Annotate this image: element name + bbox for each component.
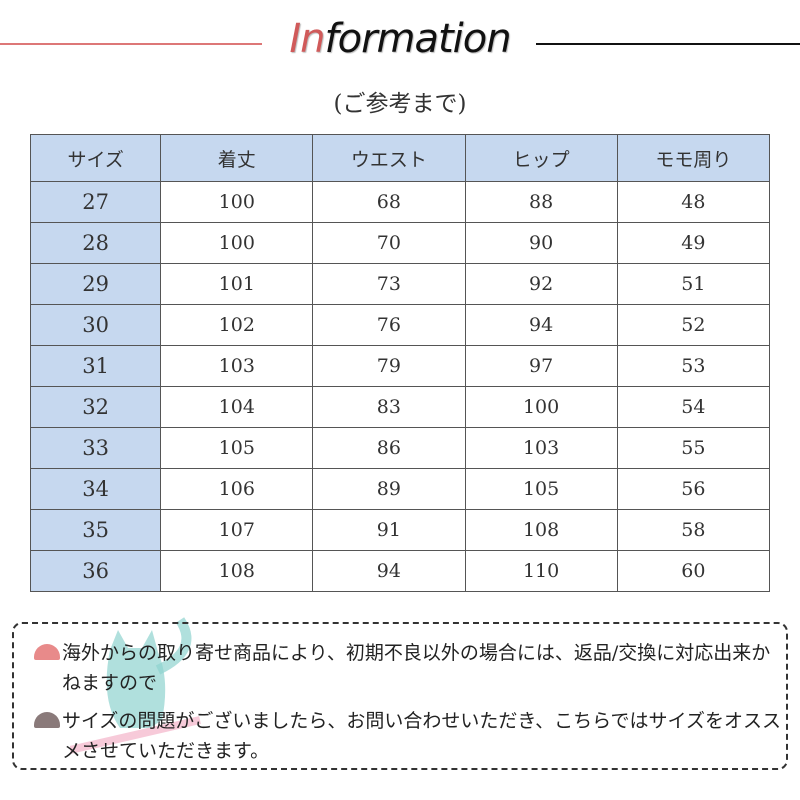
table-cell: 58 xyxy=(616,509,771,551)
table-cell: 56 xyxy=(616,468,771,510)
table-cell: 83 xyxy=(312,386,466,428)
table-cell: 90 xyxy=(464,222,618,264)
table-cell: 101 xyxy=(160,263,314,305)
table-cell: 105 xyxy=(160,427,314,469)
size-cell: 33 xyxy=(29,427,162,469)
size-cell: 31 xyxy=(29,345,162,387)
size-cell: 30 xyxy=(29,304,162,346)
table-cell: 73 xyxy=(312,263,466,305)
table-cell: 49 xyxy=(616,222,771,264)
column-header: 着丈 xyxy=(160,134,314,182)
table-row: 34 106 89 105 56 xyxy=(29,468,771,510)
table-row: 32 104 83 100 54 xyxy=(29,386,771,428)
column-header: ヒップ xyxy=(464,134,618,182)
table-cell: 51 xyxy=(616,263,771,305)
table-cell: 70 xyxy=(312,222,466,264)
table-cell: 48 xyxy=(616,181,771,223)
table-cell: 88 xyxy=(464,181,618,223)
note-return-policy: 海外からの取り寄せ商品により、初期不良以外の場合には、返品/交換に対応出来かねま… xyxy=(62,642,771,694)
table-cell: 110 xyxy=(464,550,618,592)
table-cell: 100 xyxy=(464,386,618,428)
table-cell: 102 xyxy=(160,304,314,346)
size-cell: 28 xyxy=(29,222,162,264)
table-row: 29 101 73 92 51 xyxy=(29,263,771,305)
table-cell: 89 xyxy=(312,468,466,510)
table-cell: 104 xyxy=(160,386,314,428)
table-row: 33 105 86 103 55 xyxy=(29,427,771,469)
column-header: ウエスト xyxy=(312,134,466,182)
table-row: 30 102 76 94 52 xyxy=(29,304,771,346)
title-rest: formation xyxy=(324,16,512,62)
size-cell: 36 xyxy=(29,550,162,592)
table-cell: 79 xyxy=(312,345,466,387)
size-cell: 29 xyxy=(29,263,162,305)
table-cell: 54 xyxy=(616,386,771,428)
table-cell: 108 xyxy=(464,509,618,551)
fan-icon xyxy=(34,644,60,660)
size-cell: 32 xyxy=(29,386,162,428)
title-divider-left xyxy=(0,43,262,45)
column-header: モモ周り xyxy=(616,134,771,182)
title-divider-right xyxy=(536,43,800,45)
column-header: サイズ xyxy=(29,134,162,182)
table-cell: 52 xyxy=(616,304,771,346)
table-cell: 94 xyxy=(464,304,618,346)
table-row: 27 100 68 88 48 xyxy=(29,181,771,223)
notes-box xyxy=(12,622,788,770)
table-cell: 107 xyxy=(160,509,314,551)
table-cell: 100 xyxy=(160,181,314,223)
table-cell: 100 xyxy=(160,222,314,264)
fan-icon xyxy=(34,712,60,728)
table-header-row: サイズ 着丈 ウエスト ヒップ モモ周り xyxy=(29,134,771,182)
size-cell: 27 xyxy=(29,181,162,223)
table-row: 35 107 91 108 58 xyxy=(29,509,771,551)
table-cell: 91 xyxy=(312,509,466,551)
table-cell: 68 xyxy=(312,181,466,223)
size-cell: 35 xyxy=(29,509,162,551)
subtitle: (ご参考まで) xyxy=(333,91,467,117)
table-cell: 76 xyxy=(312,304,466,346)
page-title: Information xyxy=(200,14,600,64)
table-cell: 106 xyxy=(160,468,314,510)
size-cell: 34 xyxy=(29,468,162,510)
table-cell: 86 xyxy=(312,427,466,469)
table-row: 28 100 70 90 49 xyxy=(29,222,771,264)
table-row: 36 108 94 110 60 xyxy=(29,550,771,592)
table-cell: 94 xyxy=(312,550,466,592)
size-table: サイズ 着丈 ウエスト ヒップ モモ周り 27 100 68 88 48 28 100 70 90 49 2… xyxy=(29,134,771,592)
table-cell: 108 xyxy=(160,550,314,592)
title-accent: In xyxy=(289,16,325,62)
table-cell: 55 xyxy=(616,427,771,469)
table-row: 31 103 79 97 53 xyxy=(29,345,771,387)
table-cell: 103 xyxy=(160,345,314,387)
table-cell: 92 xyxy=(464,263,618,305)
table-cell: 105 xyxy=(464,468,618,510)
table-cell: 53 xyxy=(616,345,771,387)
table-cell: 60 xyxy=(616,550,771,592)
table-cell: 103 xyxy=(464,427,618,469)
table-cell: 97 xyxy=(464,345,618,387)
note-size-advice: サイズの問題がございましたら、お問い合わせいただき、こちらではサイズをオススメさ… xyxy=(62,710,781,762)
